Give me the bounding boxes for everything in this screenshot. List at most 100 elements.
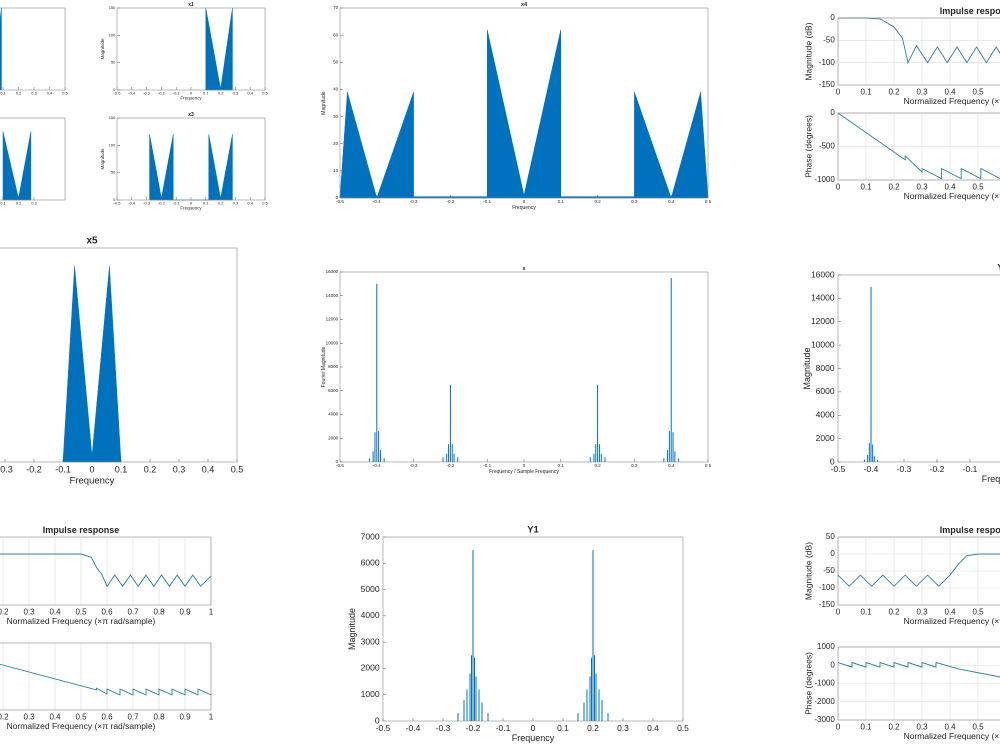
x-tick-label: -0.3: [410, 199, 418, 204]
y-tick-label: 10: [333, 168, 339, 173]
x-tick-label: 0.8: [153, 607, 165, 616]
x-tick-label: -0.2: [158, 91, 166, 96]
response-line: [838, 17, 1000, 64]
y-tick-label: 4000: [361, 610, 380, 620]
y-tick-label: -100: [819, 583, 836, 592]
x-tick-label: 0.3: [233, 201, 239, 206]
x-tick-label: 0: [836, 87, 841, 96]
x-tick-label: -0.3: [410, 463, 418, 468]
x-tick-label: -0.5: [376, 723, 391, 733]
x-tick-label: 0.3: [617, 723, 629, 733]
x-tick-label: -0.1: [963, 464, 978, 474]
y-tick-label: 2000: [816, 433, 835, 443]
x-tick-label: 0.5: [972, 722, 984, 731]
y-tick-label: 0: [830, 108, 835, 117]
x-tick-label: 0.2: [594, 463, 601, 468]
x-tick-label: 0.5: [705, 463, 712, 468]
x-tick-label: -0.1: [483, 199, 491, 204]
x-tick-label: 0.1: [558, 463, 565, 468]
x-tick-label: 0.2: [16, 201, 22, 206]
x-axis-label: Frequency / Sample Frequency: [489, 469, 559, 475]
x-axis-label: Normalized Frequency (×π rad/sample): [904, 191, 1000, 201]
y-axis-label: Magnitude: [321, 91, 327, 115]
y-tick-label: 60: [333, 32, 339, 37]
y-tick-label: 0: [830, 549, 835, 558]
y-tick-label: 6000: [361, 558, 380, 568]
x-tick-label: -0.3: [0, 464, 13, 474]
x-tick-label: -0.5: [831, 464, 846, 474]
axes-box: [837, 17, 1000, 86]
x-axis-label: Frequency: [70, 475, 115, 486]
x-tick-label: 0.1: [860, 607, 872, 616]
chart-title: x1: [188, 2, 194, 8]
x-tick-label: 0.4: [49, 712, 61, 721]
x-tick-label: 0.5: [75, 607, 87, 616]
axes-box: [339, 271, 709, 463]
y-axis-label: Fourier Magnitude: [321, 346, 327, 387]
x-tick-label: 0.2: [888, 607, 900, 616]
y-tick-label: 50: [826, 532, 835, 541]
x-axis-label: Frequency: [982, 474, 1000, 484]
chart-title: x5: [86, 235, 98, 246]
y-tick-label: 14000: [811, 293, 835, 303]
x-axis-label: Normalized Frequency (×π rad/sample): [7, 721, 156, 731]
chart-title: x4: [521, 2, 528, 8]
x-tick-label: 0.2: [594, 199, 601, 204]
x-axis-label: Frequency: [180, 206, 202, 211]
x-tick-label: -0.5: [114, 91, 122, 96]
x-tick-label: 0: [531, 723, 536, 733]
x-tick-label: -0.4: [373, 463, 381, 468]
x-tick-label: -0.3: [897, 464, 912, 474]
x-tick-label: 0.2: [0, 712, 9, 721]
y-tick-label: 0: [830, 13, 835, 22]
axes-box: [0, 117, 66, 201]
chart-title: Impulse response: [43, 525, 120, 535]
x-tick-label: 0.5: [231, 464, 244, 474]
y-tick-label: 150: [109, 115, 116, 120]
x-tick-label: -0.3: [143, 91, 151, 96]
y-tick-label: -50: [823, 35, 835, 44]
x-tick-label: 0.2: [144, 464, 157, 474]
x-tick-label: 0.7: [127, 607, 139, 616]
y-tick-label: 0: [830, 456, 835, 466]
x-tick-label: -0.4: [128, 201, 136, 206]
y-axis-label: Phase (degrees): [803, 652, 813, 715]
axes-box: [837, 274, 1000, 463]
y-tick-label: 7000: [361, 531, 380, 541]
x-tick-label: 0.1: [557, 723, 569, 733]
spectrum-area: [339, 29, 709, 199]
y-tick-label: 0: [375, 715, 380, 725]
y-tick-label: 8000: [816, 363, 835, 373]
axes-box: [0, 247, 238, 463]
x-tick-label: 0.2: [888, 722, 900, 731]
y-axis-label: Magnitude (dB): [803, 22, 813, 80]
response-line: [0, 553, 212, 588]
x-tick-label: -0.1: [173, 201, 181, 206]
x-tick-label: 0.4: [47, 91, 53, 96]
x-tick-label: 0.4: [647, 723, 659, 733]
y-axis-label: Magnitude: [100, 148, 105, 170]
axes-box: [116, 117, 266, 201]
x-tick-label: -0.2: [26, 464, 42, 474]
y-tick-label: 20: [333, 141, 339, 146]
y-tick-label: 50: [111, 60, 116, 65]
x-tick-label: 0.2: [888, 87, 900, 96]
x-tick-label: 0: [836, 722, 841, 731]
x-tick-label: 0.3: [631, 199, 638, 204]
y-tick-label: 16000: [326, 269, 339, 274]
y-tick-label: 0: [336, 195, 339, 200]
axes-background: [0, 537, 211, 605]
x-tick-label: 0.1: [0, 201, 6, 206]
x-axis-label: Frequency: [512, 733, 555, 743]
x-tick-label: 0.4: [668, 199, 675, 204]
chart-title: Y1: [527, 525, 539, 536]
y-tick-label: 50: [333, 59, 339, 64]
x-tick-label: -0.5: [336, 463, 344, 468]
x-tick-label: 0.4: [944, 182, 956, 191]
x-tick-label: 0.2: [218, 201, 224, 206]
x-tick-label: 0.3: [173, 464, 186, 474]
axes-background: [340, 272, 708, 462]
x-tick-label: 0.9: [179, 607, 191, 616]
x-tick-label: -0.2: [158, 201, 166, 206]
